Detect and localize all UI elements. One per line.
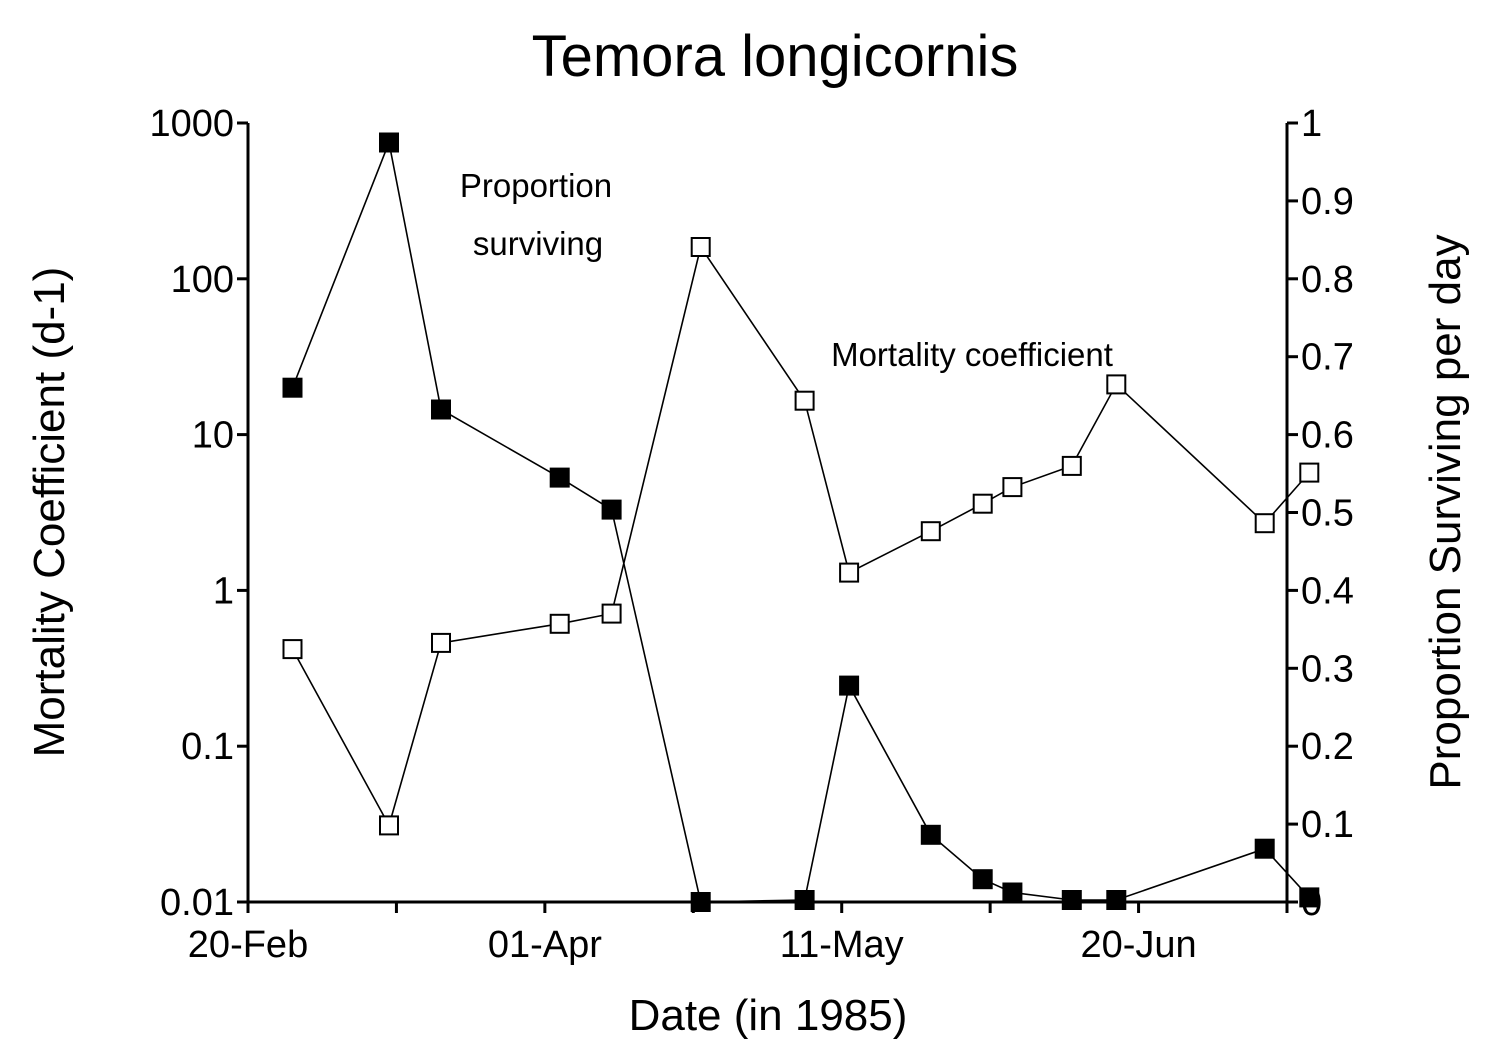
mortality-coefficient-point-4 (601, 603, 622, 624)
proportion-surviving-point-7 (839, 675, 860, 696)
right-y-tick-label-6: 0.6 (1301, 415, 1354, 457)
x-tick-label-6: 20-Jun (1080, 924, 1196, 966)
proportion-surviving-point-13 (1254, 838, 1275, 859)
mortality-coefficient-point-11 (1061, 455, 1082, 476)
left-y-tick-label-4: 100 (171, 259, 234, 301)
proportion-surviving-point-2 (431, 399, 451, 420)
mortality-coefficient-point-7 (839, 562, 860, 583)
right-y-tick-label-3: 0.3 (1301, 648, 1354, 690)
left-y-tick-label-1: 0.1 (181, 726, 234, 768)
mortality-coefficient-point-13 (1254, 513, 1275, 534)
right-y-tick-label-10: 1 (1301, 103, 1322, 145)
x-tick-label-2: 01-Apr (488, 924, 602, 966)
annotation-mortality-coefficient: Mortality coefficient (831, 336, 1113, 373)
left-y-axis-label: Mortality Coefficient (d-1) (25, 267, 74, 758)
right-y-tick-label-1: 0.1 (1301, 804, 1354, 846)
proportion-surviving-point-10 (1002, 882, 1023, 903)
right-y-tick-label-8: 0.8 (1301, 259, 1354, 301)
annotation-surviving: surviving (473, 225, 603, 262)
proportion-surviving-point-3 (549, 467, 570, 488)
mortality-coefficient-point-9 (972, 493, 993, 514)
right-y-tick-label-5: 0.5 (1301, 493, 1354, 535)
x-axis-ticks: 20-Feb 01-Apr 11-May 20-Jun (188, 902, 1289, 966)
series-layer (282, 132, 1320, 912)
chart-title: Temora longicornis (532, 24, 1019, 89)
proportion-surviving-point-4 (601, 499, 622, 520)
proportion-surviving-point-14 (1299, 887, 1320, 908)
mortality-coefficient-point-12 (1106, 374, 1127, 395)
proportion-surviving-point-12 (1106, 890, 1127, 910)
proportion-surviving-point-1 (379, 132, 399, 153)
left-y-tick-label-0: 0.01 (160, 882, 234, 924)
x-tick-label-0: 20-Feb (188, 924, 308, 966)
proportion-surviving-point-9 (972, 869, 993, 890)
right-y-tick-label-4: 0.4 (1301, 570, 1354, 612)
left-y-tick-label-5: 1000 (149, 103, 234, 145)
right-y-tick-label-7: 0.7 (1301, 337, 1354, 379)
right-y-axis-label: Proportion Surviving per day (1421, 234, 1470, 789)
proportion-surviving-point-6 (794, 890, 815, 910)
mortality-coefficient-point-0 (282, 639, 303, 660)
right-y-tick-label-9: 0.9 (1301, 181, 1354, 223)
mortality-coefficient-point-1 (379, 815, 399, 836)
proportion-surviving-point-11 (1061, 890, 1082, 910)
mortality-coefficient-point-6 (794, 390, 815, 411)
proportion-surviving-point-8 (920, 824, 941, 845)
proportion-surviving-point-0 (282, 377, 303, 398)
x-tick-label-4: 11-May (780, 924, 904, 966)
right-y-tick-label-2: 0.2 (1301, 726, 1354, 768)
mortality-coefficient-point-5 (690, 237, 711, 257)
left-y-tick-label-2: 1 (213, 570, 234, 612)
x-axis-label: Date (in 1985) (629, 991, 908, 1040)
mortality-coefficient-point-8 (920, 521, 941, 542)
left-y-axis-ticks: 0.01 0.1 1 10 100 1000 (149, 103, 248, 924)
mortality-coefficient-point-10 (1002, 477, 1023, 498)
left-y-tick-label-3: 10 (192, 415, 234, 457)
proportion-surviving-point-5 (690, 892, 711, 912)
mortality-coefficient-point-14 (1299, 462, 1320, 483)
mortality-coefficient-point-3 (549, 613, 570, 634)
annotation-proportion: Proportion (460, 167, 612, 204)
mortality-coefficient-point-2 (431, 632, 451, 653)
